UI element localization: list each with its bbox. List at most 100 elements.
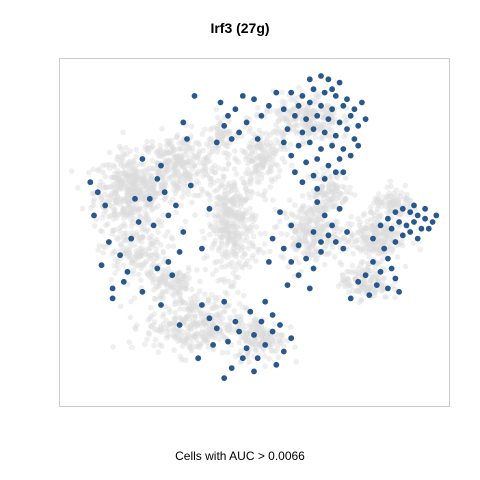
background-cell-point — [386, 200, 392, 206]
background-cell-point — [174, 132, 181, 138]
background-cell-point — [382, 294, 388, 300]
background-cell-point — [225, 190, 232, 196]
plot-frame — [59, 58, 450, 407]
active-cell-point — [314, 156, 321, 162]
background-cell-point — [233, 171, 240, 177]
background-cell-point — [319, 192, 326, 199]
background-cell-point — [291, 106, 298, 112]
background-cell-point — [133, 184, 139, 190]
background-cell-point — [252, 169, 259, 175]
background-cell-point — [372, 241, 379, 247]
background-cell-point — [358, 259, 365, 265]
active-cell-point — [310, 126, 317, 132]
background-cell-point — [173, 315, 179, 321]
background-cell-point — [387, 210, 393, 216]
background-cell-point — [142, 215, 149, 221]
background-cell-point — [207, 126, 214, 133]
background-cell-point — [210, 227, 217, 234]
background-cell-point — [137, 252, 144, 259]
active-cell-point — [288, 335, 295, 342]
background-cell-point — [382, 230, 388, 236]
background-cell-point — [109, 251, 116, 257]
background-cell-point — [109, 190, 115, 197]
background-cell-point — [215, 208, 222, 214]
active-cell-point — [347, 112, 354, 119]
background-cell-point — [232, 251, 238, 258]
background-cell-point — [100, 250, 106, 256]
background-cell-point — [159, 181, 166, 187]
background-cell-point — [177, 295, 184, 302]
background-cell-point — [370, 274, 377, 280]
background-cell-point — [366, 286, 373, 292]
background-cell-point — [110, 181, 116, 187]
background-cell-point — [117, 182, 124, 188]
background-cell-point — [205, 297, 212, 304]
background-cell-point — [121, 221, 127, 227]
background-cell-point — [244, 190, 250, 197]
background-cell-point — [174, 289, 180, 296]
background-cell-point — [381, 275, 388, 281]
background-cell-point — [161, 173, 167, 180]
background-cell-point — [234, 243, 240, 250]
background-cell-point — [157, 182, 164, 188]
background-cell-point — [378, 288, 385, 294]
background-cell-point — [171, 182, 178, 188]
background-cell-point — [118, 223, 125, 230]
background-cell-point — [141, 178, 148, 185]
background-cell-point — [345, 239, 351, 246]
background-cell-point — [182, 167, 189, 174]
background-cell-point — [201, 336, 207, 343]
active-cell-point — [306, 139, 313, 146]
background-cell-point — [95, 247, 101, 253]
background-cell-point — [311, 252, 317, 259]
background-cell-point — [244, 258, 251, 264]
background-cell-point — [170, 144, 176, 151]
background-cell-point — [111, 182, 118, 189]
background-cell-point — [132, 257, 139, 264]
background-cell-point — [170, 146, 177, 152]
background-cell-point — [333, 224, 340, 231]
background-cell-point — [157, 277, 164, 283]
background-cell-point — [369, 279, 375, 285]
background-cell-point — [151, 184, 157, 190]
background-cell-point — [160, 212, 166, 219]
background-cell-point — [125, 163, 131, 169]
background-cell-point — [192, 140, 199, 146]
background-cell-point — [183, 283, 189, 289]
active-cell-point — [288, 152, 295, 159]
background-cell-point — [219, 315, 226, 322]
active-cell-point — [299, 179, 306, 186]
background-cell-point — [404, 191, 410, 198]
background-cell-point — [142, 194, 149, 201]
background-cell-point — [274, 341, 281, 347]
background-cell-point — [197, 159, 203, 166]
background-cell-point — [223, 252, 229, 258]
background-cell-point — [288, 211, 295, 217]
background-cell-point — [128, 189, 134, 196]
background-cell-point — [192, 313, 198, 320]
background-cell-point — [233, 186, 240, 193]
background-cell-point — [225, 322, 232, 329]
background-cell-point — [130, 271, 136, 277]
background-cell-point — [306, 204, 312, 211]
background-cell-point — [218, 234, 224, 240]
background-cell-point — [106, 199, 112, 205]
active-cell-point — [146, 195, 153, 202]
background-cell-point — [243, 333, 249, 340]
background-cell-point — [347, 184, 353, 191]
background-cell-point — [131, 179, 137, 185]
background-cell-point — [100, 162, 106, 169]
background-cell-point — [242, 156, 249, 162]
background-cell-point — [397, 211, 404, 218]
background-cell-point — [376, 247, 382, 253]
background-cell-point — [174, 180, 181, 186]
background-cell-point — [241, 179, 247, 186]
active-cell-point — [340, 169, 347, 176]
background-cell-point — [242, 251, 248, 258]
background-cell-point — [222, 263, 229, 270]
background-cell-point — [230, 201, 236, 208]
background-cell-point — [220, 227, 227, 233]
background-cell-point — [209, 330, 215, 337]
background-cell-point — [257, 339, 264, 346]
background-cell-point — [320, 190, 326, 196]
